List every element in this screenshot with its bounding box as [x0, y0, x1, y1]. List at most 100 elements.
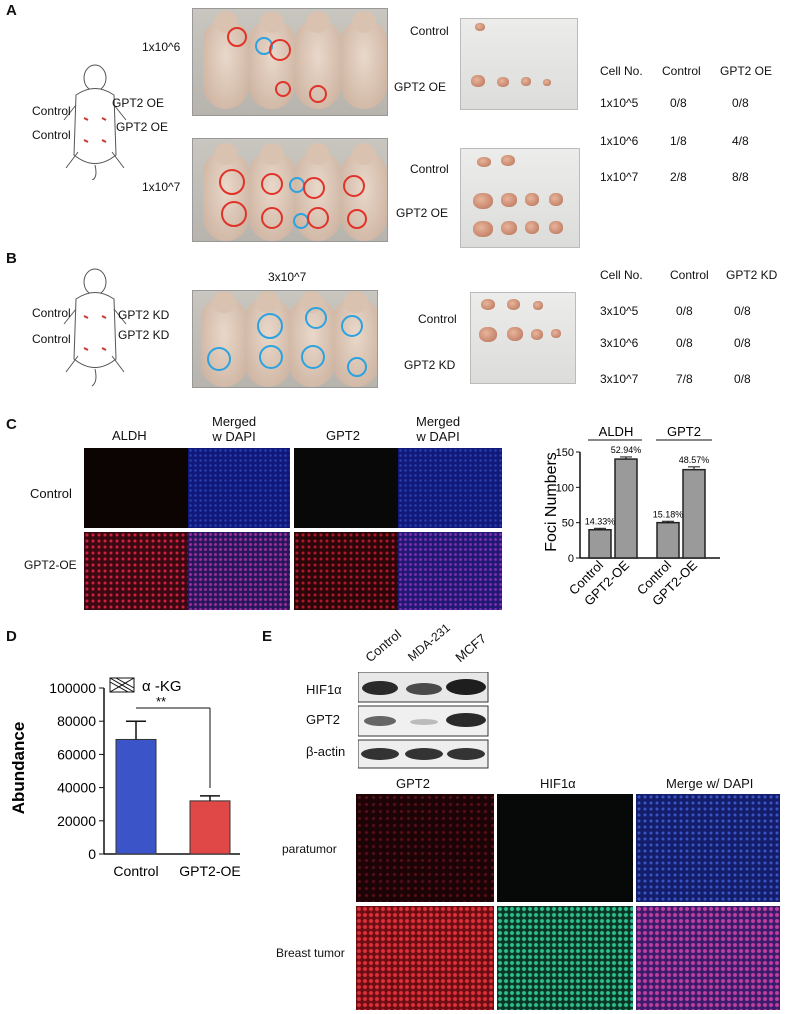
panel-a-label: A [6, 2, 17, 19]
if-e-hif1a-paratumor [497, 794, 633, 902]
sketch-a-left-2: Control [32, 128, 71, 142]
table-a-r1c1: 1/8 [670, 134, 687, 148]
table-b-r1c2: 0/8 [734, 336, 751, 350]
c-bar [682, 468, 706, 559]
c-data-label: 14.33% [585, 516, 616, 526]
table-a-header-2: GPT2 OE [720, 64, 773, 78]
d-bars: Control GPT2-OE [113, 720, 241, 879]
if-merged-aldh-oe [188, 532, 290, 610]
d-ytick-label: 20000 [57, 813, 96, 829]
d-legend-label: α -KG [142, 678, 182, 695]
c-bar [614, 458, 638, 559]
d-sig-stars: ** [156, 694, 166, 709]
mice-photo-1e7 [192, 138, 388, 242]
c-data-label: 15.18% [653, 509, 684, 519]
tumor-photo-1e7 [460, 148, 580, 248]
c-group-gpt2: GPT2 [667, 424, 701, 439]
c-bars: 14.33%Control52.94%GPT2-OE15.18%Control4… [566, 445, 709, 609]
table-b-r2c1: 7/8 [676, 372, 693, 386]
if-gpt2-control [294, 448, 398, 528]
d-ytick-label: 0 [88, 846, 96, 862]
if-e-gpt2-tumor [356, 906, 494, 1010]
c-header-merged-2: Merged w DAPI [416, 414, 461, 444]
sketch-a-right-1: GPT2 OE [112, 96, 165, 110]
table-a-r1c0: 1x10^6 [600, 134, 639, 148]
c-data-label: 48.57% [679, 455, 710, 465]
e-blot-label-gpt2: GPT2 [306, 712, 340, 727]
chart-c: Foci Numbers 0 50 100 150 14.33%Control52.9… [543, 424, 720, 609]
mouse-sketch-a [63, 64, 127, 180]
tumor-photo-kd [470, 292, 576, 384]
c-data-label: 52.94% [611, 445, 642, 455]
table-a-r2c2: 8/8 [732, 170, 749, 184]
table-b-header-0: Cell No. [600, 268, 643, 282]
if-gpt2-oe [294, 532, 398, 610]
chart-d: Abundance 0 20000 40000 60000 80000 100000 Co… [9, 677, 241, 879]
table-b-header-2: GPT2 KD [726, 268, 778, 282]
table-a-r2c0: 1x10^7 [600, 170, 639, 184]
c-ylabel: Foci Numbers [543, 452, 560, 552]
table-a-r0c1: 0/8 [670, 96, 687, 110]
d-ytick-label: 80000 [57, 713, 96, 729]
if-e-hif1a-tumor [497, 906, 633, 1010]
table-b-header-1: Control [670, 268, 709, 282]
c-header-aldh: ALDH [112, 428, 147, 443]
c-bar [656, 521, 680, 559]
table-b-r2c0: 3x10^7 [600, 372, 639, 386]
e-if-header-gpt2: GPT2 [396, 776, 430, 791]
sketch-b-left-1: Control [32, 306, 71, 320]
dose-label-1e7: 1x10^7 [142, 180, 181, 194]
table-a-header-1: Control [662, 64, 701, 78]
sketch-b-left-2: Control [32, 332, 71, 346]
tumor-label-kd-b: GPT2 KD [404, 358, 456, 372]
if-merged-gpt2-oe [398, 532, 502, 610]
e-if-header-merge: Merge w/ DAPI [666, 776, 754, 791]
if-e-merge-tumor [636, 906, 780, 1010]
table-b-r1c0: 3x10^6 [600, 336, 639, 350]
c-group-aldh: ALDH [599, 424, 634, 439]
c-ytick-label: 0 [568, 553, 574, 565]
mouse-sketch-b [63, 268, 127, 387]
tumor-label-oe-a2: GPT2 OE [396, 206, 449, 220]
e-blot-label-hif1a: HIF1α [306, 682, 342, 697]
panel-d-label: D [6, 628, 17, 645]
tumor-label-control-a2: Control [410, 162, 449, 176]
table-a-r2c1: 2/8 [670, 170, 687, 184]
table-a-r0c0: 1x10^5 [600, 96, 639, 110]
tumor-photo-1e6 [460, 18, 578, 110]
dose-label-1e6: 1x10^6 [142, 40, 181, 54]
e-blot-label-actin: β-actin [306, 744, 346, 759]
c-row-control: Control [30, 486, 72, 501]
table-b-r0c1: 0/8 [676, 304, 693, 318]
c-row-gpt2oe: GPT2-OE [24, 558, 77, 572]
sketch-b-right-1: GPT2 KD [118, 308, 170, 322]
if-aldh-control [84, 448, 188, 528]
if-e-gpt2-paratumor [356, 794, 494, 902]
mice-photo-1e6 [192, 8, 388, 116]
e-if-row-tumor: Breast tumor [276, 946, 345, 960]
if-e-merge-paratumor [636, 794, 780, 902]
e-lane-mcf7: MCF7 [452, 630, 490, 665]
d-ytick-label: 40000 [57, 780, 96, 796]
d-category-label: Control [113, 863, 158, 879]
d-legend-hatch [109, 677, 135, 693]
c-bar [588, 528, 612, 559]
table-b-r2c2: 0/8 [734, 372, 751, 386]
c-ytick-label: 50 [562, 518, 574, 530]
table-a-r0c2: 0/8 [732, 96, 749, 110]
c-header-merged-1: Merged w DAPI [212, 414, 257, 444]
d-axes: 0 20000 40000 60000 80000 100000 [49, 680, 240, 862]
c-axes: 0 50 100 150 [556, 447, 720, 565]
panel-b-label: B [6, 250, 17, 267]
if-merged-gpt2-control [398, 448, 502, 528]
table-b-r1c1: 0/8 [676, 336, 693, 350]
mice-photo-kd [192, 290, 378, 388]
d-category-label: GPT2-OE [179, 863, 240, 879]
d-ylabel: Abundance [9, 722, 28, 815]
c-header-gpt2: GPT2 [326, 428, 360, 443]
if-aldh-oe [84, 532, 188, 610]
sketch-a-left-1: Control [32, 104, 71, 118]
e-if-row-paratumor: paratumor [282, 842, 337, 856]
e-lane-control: Control [362, 626, 405, 665]
d-ytick-label: 60000 [57, 746, 96, 762]
